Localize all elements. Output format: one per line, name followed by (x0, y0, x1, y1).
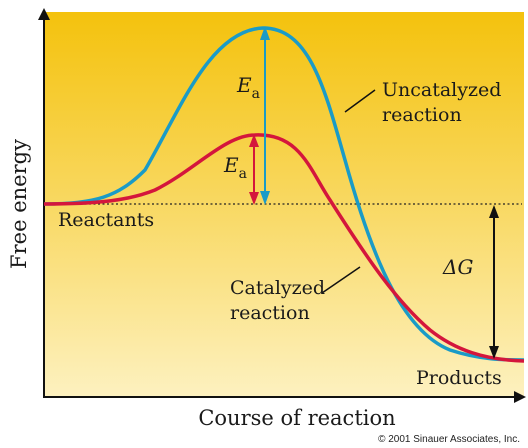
catalyzed-label-line1: Catalyzed (230, 277, 325, 299)
catalyzed-label-line2: reaction (230, 302, 310, 324)
ea-uncatalyzed-label: Ea (236, 73, 260, 102)
delta-g-arrowhead-bottom (489, 346, 499, 359)
copyright-text: © 2001 Sinauer Associates, Inc. (378, 434, 520, 445)
ea-catalyzed-arrowhead-bottom (249, 192, 259, 205)
ea-catalyzed-label: Ea (223, 153, 247, 182)
catalyzed-curve (43, 133, 525, 363)
x-axis-label: Course of reaction (198, 406, 395, 430)
uncatalyzed-label-line2: reaction (382, 104, 462, 126)
uncatalyzed-label-line1: Uncatalyzed (382, 79, 501, 101)
reactants-label: Reactants (58, 209, 154, 231)
uncatalyzed-curve (43, 26, 525, 362)
ea-uncatalyzed-arrowhead-bottom (260, 191, 270, 205)
products-label: Products (416, 367, 502, 389)
delta-g-arrowhead-top (489, 205, 499, 218)
uncatalyzed-leader (344, 89, 376, 113)
ea-catalyzed-arrowhead-top (249, 134, 259, 147)
catalyzed-leader (321, 266, 361, 294)
y-axis-label: Free energy (7, 139, 31, 269)
delta-g-label: ΔG (442, 255, 473, 279)
ea-uncatalyzed-arrowhead-top (260, 26, 270, 40)
